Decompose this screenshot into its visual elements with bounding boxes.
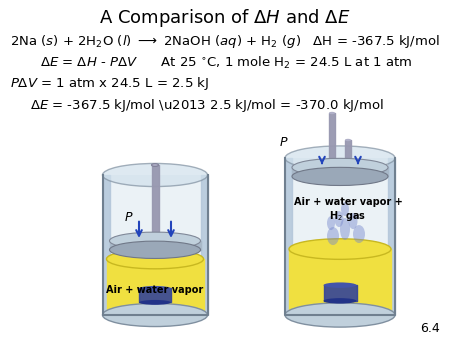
Ellipse shape — [103, 164, 207, 187]
Ellipse shape — [139, 300, 171, 305]
Ellipse shape — [334, 211, 343, 227]
Ellipse shape — [324, 298, 356, 304]
Ellipse shape — [292, 167, 388, 186]
Ellipse shape — [289, 239, 391, 259]
Text: Air + water vapor +: Air + water vapor + — [293, 197, 402, 207]
Ellipse shape — [324, 283, 356, 288]
Text: $\Delta E$ = -367.5 kJ/mol \u2013 2.5 kJ/mol = -370.0 kJ/mol: $\Delta E$ = -367.5 kJ/mol \u2013 2.5 kJ… — [30, 97, 384, 114]
Ellipse shape — [353, 225, 365, 243]
Text: H$_2$ gas: H$_2$ gas — [329, 210, 367, 223]
Ellipse shape — [292, 158, 388, 176]
Ellipse shape — [340, 218, 350, 240]
Text: 2Na ($s$) + 2H$_2$O ($l$) $\longrightarrow$ 2NaOH ($aq$) + H$_2$ ($g$)   $\Delta: 2Na ($s$) + 2H$_2$O ($l$) $\longrightarr… — [10, 33, 440, 50]
Text: $P\Delta V$ = 1 atm x 24.5 L = 2.5 kJ: $P\Delta V$ = 1 atm x 24.5 L = 2.5 kJ — [10, 75, 209, 93]
Ellipse shape — [103, 304, 207, 327]
Ellipse shape — [107, 249, 203, 269]
Ellipse shape — [329, 112, 335, 114]
Ellipse shape — [109, 241, 201, 259]
Text: A Comparison of $\mathit{\Delta H}$ and $\mathit{\Delta E}$: A Comparison of $\mathit{\Delta H}$ and … — [99, 7, 351, 29]
Ellipse shape — [327, 227, 339, 245]
Ellipse shape — [285, 303, 395, 327]
Ellipse shape — [341, 202, 349, 216]
Text: 6.4: 6.4 — [420, 321, 440, 335]
Ellipse shape — [345, 139, 351, 141]
Text: P: P — [280, 136, 288, 149]
Text: P: P — [125, 211, 132, 224]
Ellipse shape — [285, 146, 395, 170]
Text: Air + water vapor: Air + water vapor — [106, 285, 203, 295]
Ellipse shape — [327, 216, 335, 230]
Ellipse shape — [109, 232, 201, 249]
Polygon shape — [285, 158, 395, 315]
Polygon shape — [103, 175, 207, 315]
Text: $\Delta E$ = $\Delta H$ - $P\Delta V$      At 25 $^{\circ}$C, 1 mole H$_2$ = 24.: $\Delta E$ = $\Delta H$ - $P\Delta V$ At… — [40, 55, 412, 71]
Ellipse shape — [152, 164, 158, 166]
Ellipse shape — [348, 213, 357, 229]
Ellipse shape — [139, 286, 171, 291]
